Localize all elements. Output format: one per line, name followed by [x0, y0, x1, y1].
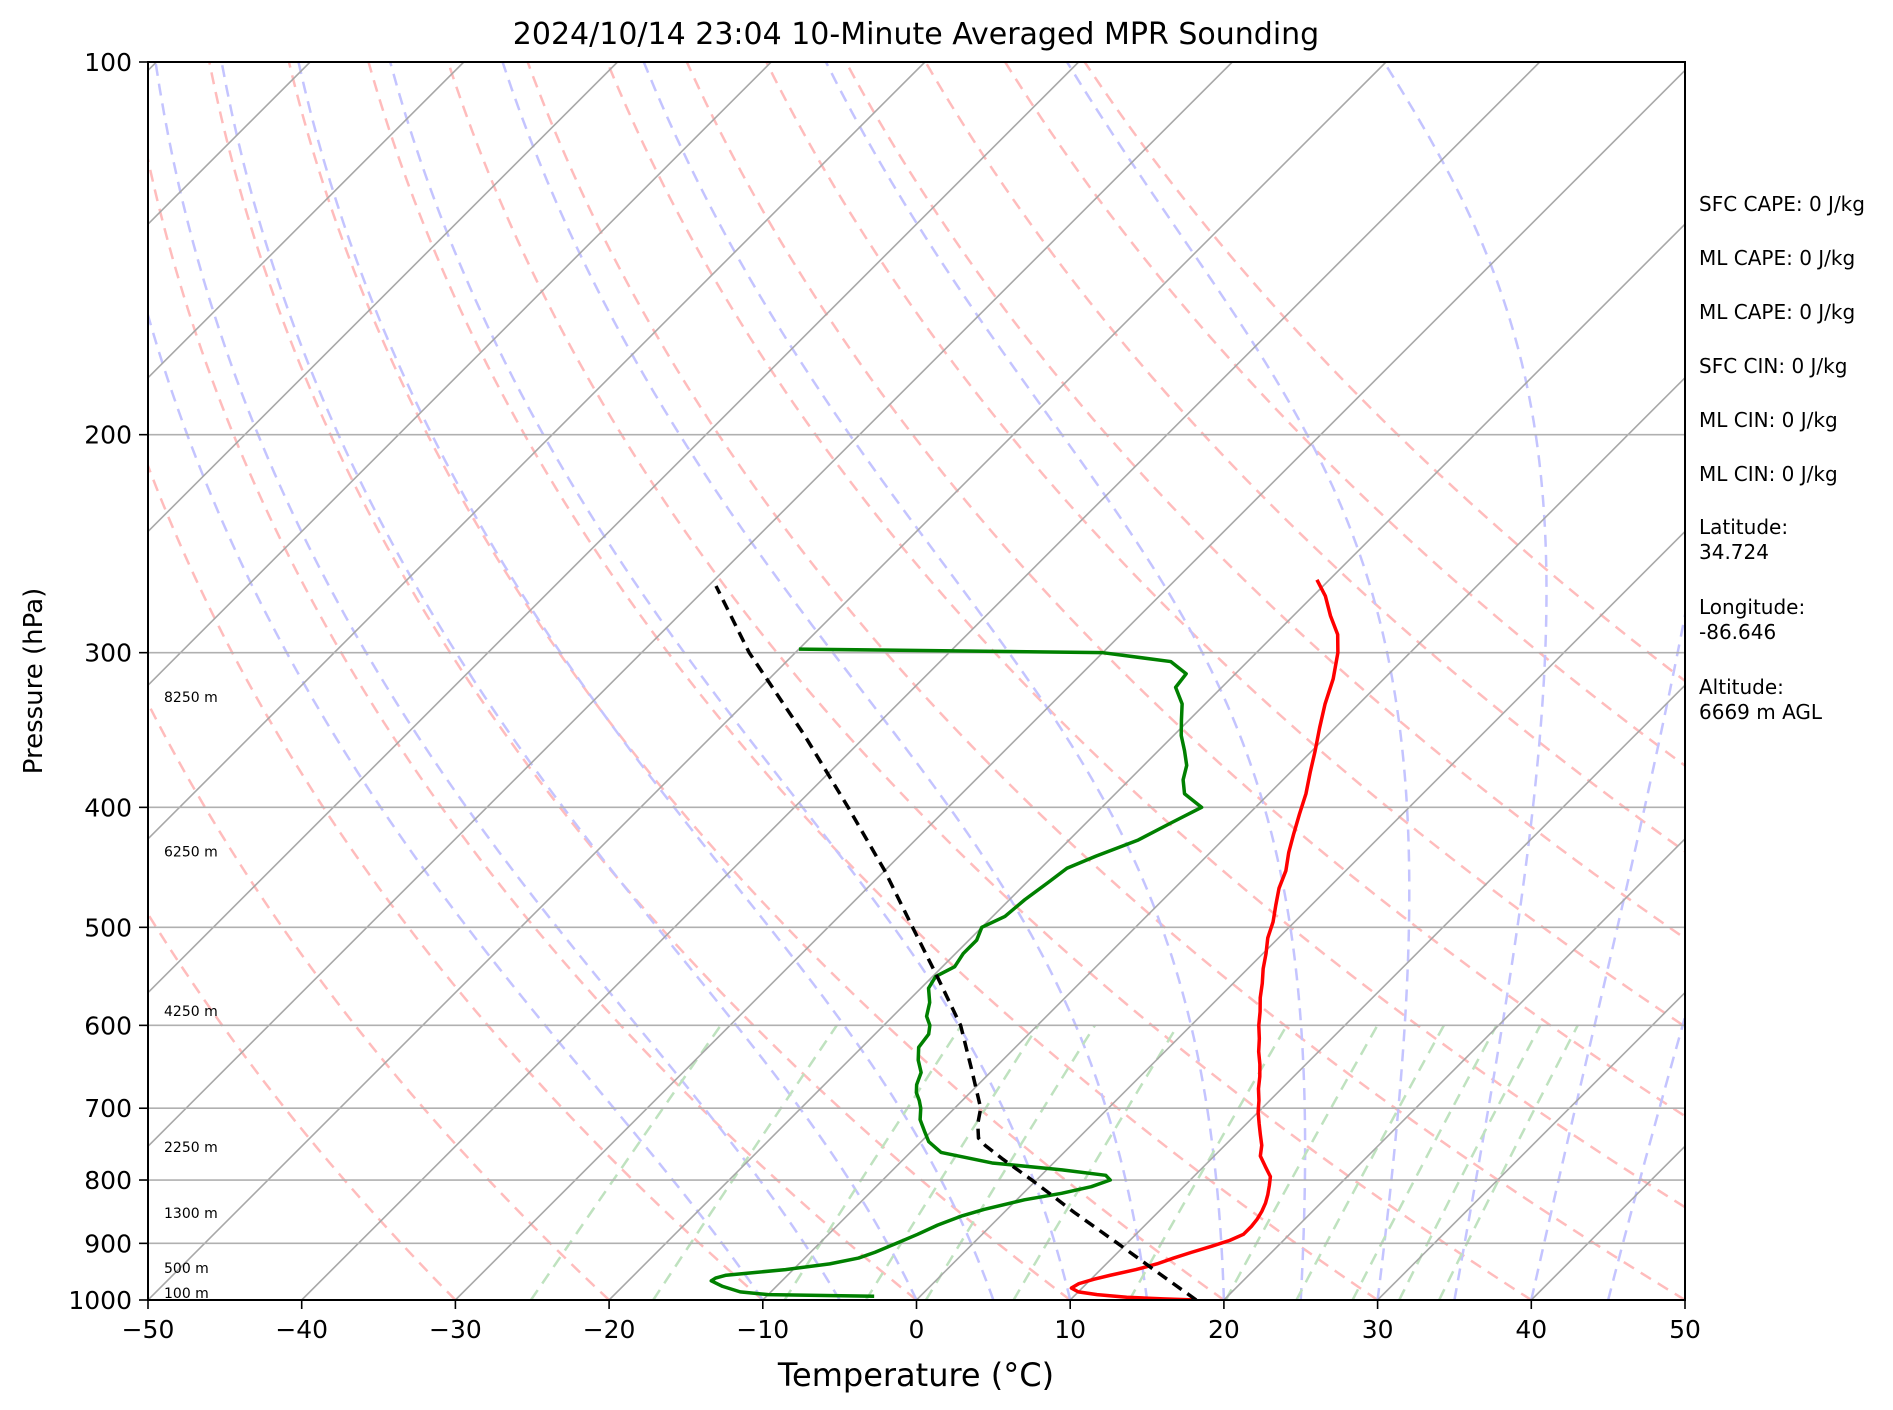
x-tick-label-5: 0: [909, 1315, 925, 1344]
y-tick-label-3: 700: [84, 1094, 132, 1123]
x-tick-label-6: 10: [1054, 1315, 1086, 1344]
x-tick-label-10: 50: [1669, 1315, 1701, 1344]
height-label-3: 2250 m: [164, 1140, 218, 1156]
annotation-line-5: ML CIN: 0 J/kg: [1699, 462, 1838, 486]
y-tick-label-5: 500: [84, 913, 132, 942]
x-tick-label-8: 30: [1362, 1315, 1394, 1344]
x-tick-label-3: −20: [583, 1315, 636, 1344]
y-tick-label-8: 200: [84, 421, 132, 450]
height-label-2: 1300 m: [164, 1206, 218, 1222]
height-label-1: 500 m: [164, 1261, 209, 1277]
y-tick-label-9: 100: [84, 48, 132, 77]
x-tick-label-0: −50: [122, 1315, 175, 1344]
annotation-line-4: ML CIN: 0 J/kg: [1699, 408, 1838, 432]
height-label-5: 6250 m: [164, 845, 218, 861]
x-tick-label-1: −40: [275, 1315, 328, 1344]
y-tick-label-2: 800: [84, 1166, 132, 1195]
annotation-line-8: Longitude:: [1699, 595, 1805, 619]
annotation-line-9: -86.646: [1699, 620, 1776, 644]
y-tick-label-7: 300: [84, 639, 132, 668]
x-tick-label-2: −30: [429, 1315, 482, 1344]
x-tick-label-4: −10: [736, 1315, 789, 1344]
annotation-line-1: ML CAPE: 0 J/kg: [1699, 246, 1855, 270]
y-tick-label-1: 900: [84, 1229, 132, 1258]
x-tick-label-9: 40: [1515, 1315, 1547, 1344]
annotation-line-7: 34.724: [1699, 540, 1769, 564]
y-tick-label-6: 400: [84, 793, 132, 822]
annotation-line-10: Altitude:: [1699, 675, 1784, 699]
y-tick-label-0: 1000: [68, 1286, 132, 1315]
y-tick-label-4: 600: [84, 1011, 132, 1040]
height-label-6: 8250 m: [164, 690, 218, 706]
annotation-line-3: SFC CIN: 0 J/kg: [1699, 354, 1847, 378]
x-tick-label-7: 20: [1208, 1315, 1240, 1344]
chart-title: 2024/10/14 23:04 10-Minute Averaged MPR …: [513, 17, 1319, 52]
annotation-line-11: 6669 m AGL: [1699, 700, 1823, 724]
annotation-line-0: SFC CAPE: 0 J/kg: [1699, 192, 1865, 216]
annotation-line-6: Latitude:: [1699, 515, 1788, 539]
annotation-line-2: ML CAPE: 0 J/kg: [1699, 300, 1855, 324]
y-axis-label: Pressure (hPa): [19, 588, 49, 775]
x-axis-label: Temperature (°C): [777, 1356, 1054, 1394]
height-label-4: 4250 m: [164, 1004, 218, 1020]
